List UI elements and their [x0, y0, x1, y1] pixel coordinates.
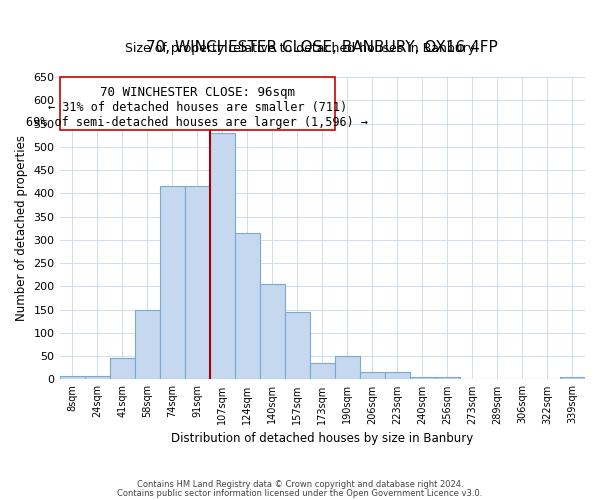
Bar [535, 378, 560, 380]
Y-axis label: Number of detached properties: Number of detached properties [15, 135, 28, 321]
Bar [285, 312, 310, 380]
Bar [209, 133, 235, 380]
Text: 69% of semi-detached houses are larger (1,596) →: 69% of semi-detached houses are larger (… [26, 116, 368, 130]
Bar [260, 284, 285, 380]
Text: Contains HM Land Registry data © Crown copyright and database right 2024.: Contains HM Land Registry data © Crown c… [137, 480, 463, 489]
Bar [560, 377, 585, 380]
Bar [360, 372, 385, 380]
Text: ← 31% of detached houses are smaller (711): ← 31% of detached houses are smaller (71… [47, 101, 347, 114]
Bar [160, 186, 185, 380]
Bar [185, 186, 209, 380]
Bar [59, 376, 85, 380]
Bar [110, 358, 134, 380]
Text: 70 WINCHESTER CLOSE: 96sqm: 70 WINCHESTER CLOSE: 96sqm [100, 86, 295, 99]
Bar [510, 378, 535, 380]
Text: Contains public sector information licensed under the Open Government Licence v3: Contains public sector information licen… [118, 489, 482, 498]
Bar [134, 310, 160, 380]
Bar [410, 377, 435, 380]
X-axis label: Distribution of detached houses by size in Banbury: Distribution of detached houses by size … [171, 432, 473, 445]
Bar [485, 378, 510, 380]
Title: 70, WINCHESTER CLOSE, BANBURY, OX16 4FP: 70, WINCHESTER CLOSE, BANBURY, OX16 4FP [146, 40, 498, 55]
Bar [460, 378, 485, 380]
Bar [235, 233, 260, 380]
Bar [310, 363, 335, 380]
Bar [85, 376, 110, 380]
FancyBboxPatch shape [59, 77, 335, 130]
Bar [385, 372, 410, 380]
Text: Size of property relative to detached houses in Banbury: Size of property relative to detached ho… [125, 42, 475, 54]
Bar [435, 377, 460, 380]
Bar [335, 356, 360, 380]
